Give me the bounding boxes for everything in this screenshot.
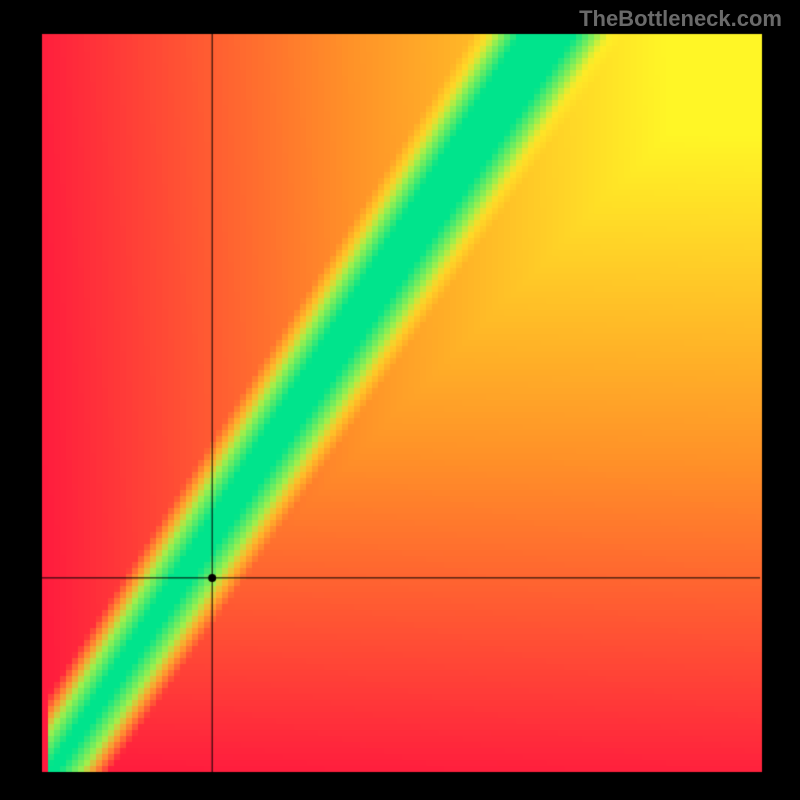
bottleneck-heatmap [0,0,800,800]
watermark-text: TheBottleneck.com [579,6,782,32]
chart-container: TheBottleneck.com [0,0,800,800]
